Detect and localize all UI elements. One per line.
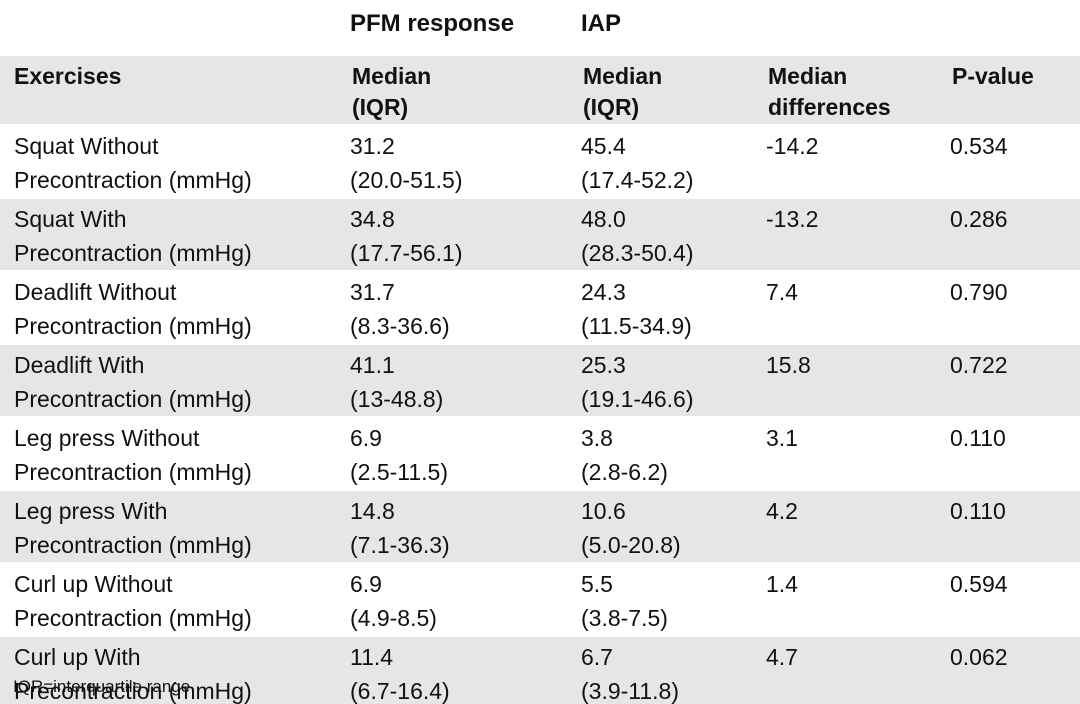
group-header-iap: IAP <box>581 10 622 37</box>
cell-exercise: Deadlift Without Precontraction (mmHg) <box>14 279 252 339</box>
cell-median-difference: 4.7 <box>766 644 798 670</box>
table-row: Curl up Without Precontraction (mmHg) 6.9(… <box>0 563 1080 636</box>
table-row: Leg press With Precontraction (mmHg) 14.8(… <box>0 490 1080 563</box>
table-row: Deadlift Without Precontraction (mmHg) 31.… <box>0 271 1080 344</box>
cell-median-difference: 3.1 <box>766 425 798 451</box>
cell-p-value: 0.062 <box>950 644 1008 670</box>
column-header-row: Exercises Median (IQR) Median (IQR) Medi… <box>0 56 1080 125</box>
header-iap-median-iqr: Median (IQR) <box>583 63 663 120</box>
cell-iap-median-iqr: 45.4 (17.4-52.2) <box>581 133 694 193</box>
cell-pfm-median-iqr: 41.1 (13-48.8) <box>350 352 444 412</box>
cell-median-difference: -14.2 <box>766 133 819 159</box>
cell-iap-median-iqr: 10.6 (5.0-20.8) <box>581 498 681 558</box>
cell-median-difference: 7.4 <box>766 279 798 305</box>
cell-p-value: 0.534 <box>950 133 1008 159</box>
table-row: Squat With Precontraction (mmHg) 34.8 (17.7… <box>0 198 1080 271</box>
cell-iap-median-iqr: 25.3 (19.1-46.6) <box>581 352 694 412</box>
cell-pfm-median-iqr: 6.9 (2.5-11.5) <box>350 425 449 485</box>
cell-iap-median-iqr: 3.8 (2.8-6.2) <box>581 425 668 485</box>
cell-median-difference: -13.2 <box>766 206 819 232</box>
cell-p-value: 0.110 <box>950 425 1006 451</box>
header-exercises: Exercises <box>14 63 122 89</box>
cell-pfm-median-iqr: 6.9 (4.9-8.5) <box>350 571 437 631</box>
cell-iap-median-iqr: 24.3 (11.5-34.9) <box>581 279 692 339</box>
table-row: Squat Without Precontraction (mmHg) 31.2 (2… <box>0 125 1080 198</box>
cell-exercise: Leg press Without Precontraction (mmHg) <box>14 425 252 485</box>
cell-exercise: Leg press With Precontraction (mmHg) <box>14 498 252 558</box>
table-row: Leg press Without Precontraction (mmHg) 6.… <box>0 417 1080 490</box>
cell-pfm-median-iqr: 31.7 (8.3-36.6) <box>350 279 450 339</box>
cell-iap-median-iqr: 6.7 (3.9-11.8) <box>581 644 680 704</box>
cell-pfm-median-iqr: 34.8 (17.7-56.1) <box>350 206 463 266</box>
cell-median-difference: 1.4 <box>766 571 798 597</box>
cell-pfm-median-iqr: 11.4 (6.7-16.4) <box>350 644 450 704</box>
group-header-pfm-response: PFM response <box>350 10 515 37</box>
cell-iap-median-iqr: 48.0 (28.3-50.4) <box>581 206 694 266</box>
header-median-differences: Median differences <box>768 63 891 120</box>
table-row: Deadlift With Precontraction (mmHg) 41.1 (1… <box>0 344 1080 417</box>
header-p-value: P-value <box>952 63 1034 89</box>
results-table: Exercises Median (IQR) Median (IQR) Medi… <box>0 56 1080 704</box>
cell-pfm-median-iqr: 14.8 (7.1-36.3) <box>350 498 450 558</box>
header-pfm-median-iqr: Median (IQR) <box>352 63 432 120</box>
cell-pfm-median-iqr: 31.2 (20.0-51.5) <box>350 133 463 193</box>
group-header-row: PFM response IAP <box>0 0 1080 56</box>
cell-p-value: 0.286 <box>950 206 1008 232</box>
cell-exercise: Squat Without Precontraction (mmHg) <box>14 133 252 193</box>
cell-exercise: Deadlift With Precontraction (mmHg) <box>14 352 252 412</box>
cell-exercise: Curl up With Precontraction (mmHg) <box>14 644 252 704</box>
cell-p-value: 0.790 <box>950 279 1008 305</box>
cell-exercise: Curl up Without Precontraction (mmHg) <box>14 571 252 631</box>
cell-p-value: 0.110 <box>950 498 1006 524</box>
table-row: Curl up With Precontraction (mmHg) 11.4 (6.… <box>0 636 1080 704</box>
footnote: IQR=interquartile range <box>13 677 191 696</box>
cell-exercise: Squat With Precontraction (mmHg) <box>14 206 252 266</box>
cell-p-value: 0.722 <box>950 352 1008 378</box>
cell-median-difference: 15.8 <box>766 352 811 378</box>
cell-p-value: 0.594 <box>950 571 1008 597</box>
cell-iap-median-iqr: 5.5 (3.8-7.5) <box>581 571 668 631</box>
cell-median-difference: 4.2 <box>766 498 798 524</box>
